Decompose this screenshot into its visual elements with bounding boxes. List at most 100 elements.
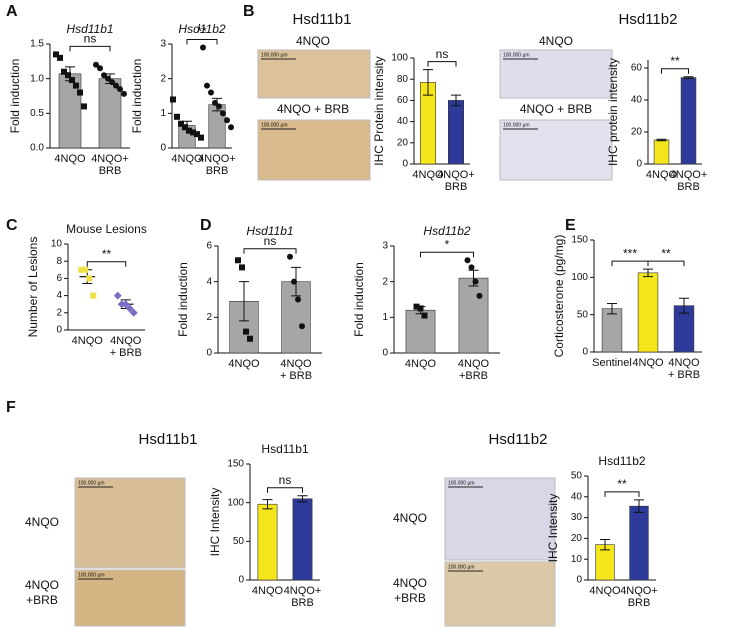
significance-bracket: [647, 260, 685, 267]
data-point: [113, 291, 122, 300]
y-tick-label: 8: [56, 256, 62, 267]
chart-title: Mouse Lesions: [66, 222, 147, 236]
data-point: [178, 120, 184, 127]
y-tick-label: 2: [206, 312, 212, 323]
x-tick-label: + BRB: [668, 369, 700, 381]
y-tick-label: 2: [160, 73, 166, 84]
y-tick-label: 100: [227, 497, 244, 508]
chart-title: Hsd11b1: [246, 224, 293, 238]
data-point: [243, 328, 249, 335]
x-tick-label: 4NQO+: [437, 169, 475, 181]
significance-bracket: [186, 38, 218, 45]
data-point: [413, 303, 420, 310]
data-point: [464, 257, 471, 264]
chart-title: Hsd11b2: [423, 224, 470, 238]
data-point: [472, 278, 479, 285]
data-point: [82, 266, 89, 273]
micrograph: [74, 569, 186, 627]
micrograph: [499, 119, 613, 181]
chart-title: Hsd11b2: [178, 22, 225, 36]
significance-label: ***: [623, 246, 637, 260]
data-point: [77, 89, 83, 96]
data-point: [109, 79, 115, 86]
x-tick-label: + BRB: [280, 370, 312, 382]
y-axis-label: Fold induction: [176, 262, 190, 337]
y-tick-label: 150: [571, 235, 588, 246]
y-tick-label: 50: [571, 471, 583, 482]
data-point: [90, 292, 97, 299]
significance-bracket: [611, 260, 649, 267]
y-axis-label: IHC Protein intensity: [372, 56, 386, 165]
data-point: [212, 99, 218, 106]
data-point: [299, 323, 305, 330]
y-axis-label: Corticosterone (pg/mg): [552, 235, 566, 358]
micrograph: [444, 477, 556, 561]
y-tick-label: 0: [238, 575, 244, 586]
y-tick-label: 0.5: [30, 108, 44, 119]
significance-bracket: [243, 248, 297, 254]
scale-bar-label: 100.000 µm: [503, 52, 530, 58]
scale-bar-label: 100.000 µm: [448, 564, 475, 570]
y-tick-label: 2: [382, 276, 388, 287]
y-tick-label: 0: [576, 575, 582, 586]
panel-letter: D: [200, 217, 212, 234]
y-tick-label: 0: [160, 143, 166, 154]
panel-letter: B: [243, 3, 255, 20]
micrograph: [257, 49, 371, 99]
significance-label: **: [670, 54, 680, 68]
bar: [405, 309, 436, 354]
y-axis-label: Number of Lesions: [26, 237, 40, 338]
y-tick-label: 4: [56, 290, 62, 301]
y-tick-label: 60: [397, 95, 409, 106]
bar: [257, 503, 278, 581]
y-tick-label: 40: [631, 95, 643, 106]
bar: [601, 308, 623, 353]
data-point: [53, 51, 59, 58]
significance-bracket: [86, 261, 127, 267]
data-point: [228, 124, 234, 131]
x-tick-label: 4NQO+: [670, 169, 708, 181]
x-tick-label: + BRB: [110, 347, 142, 359]
data-point: [194, 131, 200, 138]
data-point: [200, 44, 206, 51]
x-tick-label: BRB: [445, 181, 468, 193]
y-tick-label: 0.0: [30, 143, 44, 154]
image-label: 4NQO: [25, 515, 59, 529]
x-tick-label: 4NQO+: [284, 585, 322, 597]
y-tick-label: 10: [51, 239, 63, 250]
significance-label: **: [102, 247, 112, 261]
x-tick-label: 4NQO: [589, 585, 621, 597]
data-point: [57, 54, 63, 61]
y-tick-label: 80: [397, 74, 409, 85]
image-label: 4NQO: [539, 34, 573, 48]
panel-heading: Hsd11b2: [619, 11, 678, 28]
panel-letter: F: [6, 399, 16, 416]
micrograph: [444, 561, 556, 627]
x-tick-label: BRB: [677, 181, 700, 193]
bar: [292, 498, 313, 581]
y-tick-label: 6: [206, 241, 212, 252]
panel-letter: A: [6, 3, 18, 20]
image-label: +BRB: [26, 593, 58, 607]
bar: [637, 272, 659, 353]
error-bar: [607, 302, 617, 315]
data-point: [121, 300, 130, 309]
significance-label: ns: [84, 32, 97, 46]
data-point: [287, 253, 293, 260]
data-point: [78, 266, 85, 273]
y-tick-label: 1: [160, 108, 166, 119]
error-bar: [634, 499, 644, 513]
x-tick-label: 4NQO+: [620, 585, 658, 597]
significance-label: **: [661, 246, 671, 260]
panel-letter: E: [565, 217, 576, 234]
y-tick-label: 100: [571, 272, 588, 283]
micrograph: [257, 119, 371, 181]
micrograph: [74, 477, 186, 569]
image-label: 4NQO: [393, 576, 427, 590]
y-axis-label: IHC Intensity: [546, 494, 560, 563]
y-tick-label: 20: [397, 137, 409, 148]
x-tick-label: 4NQO: [252, 585, 284, 597]
y-tick-label: 50: [577, 309, 589, 320]
significance-label: **: [617, 477, 627, 491]
data-point: [198, 134, 204, 141]
